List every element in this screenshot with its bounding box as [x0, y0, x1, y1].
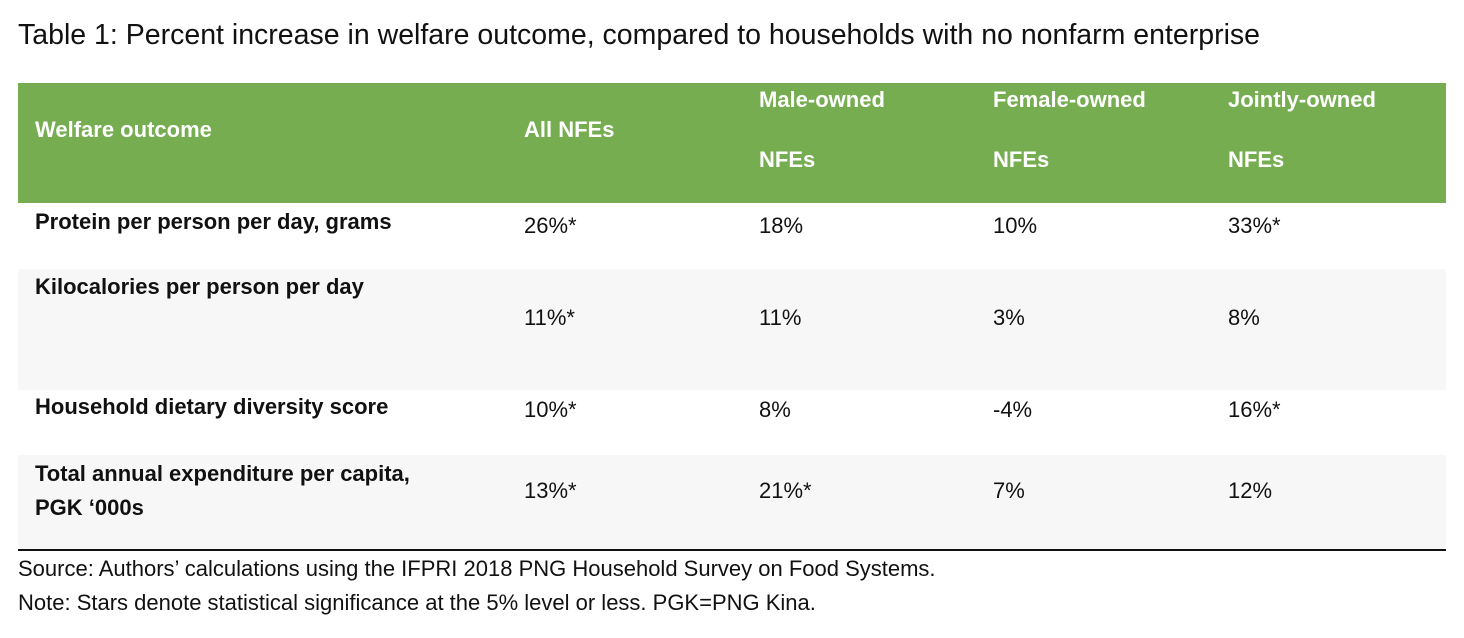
- cell-all-nfes: 26%*: [524, 213, 577, 238]
- header-welfare-outcome: Welfare outcome: [35, 117, 212, 142]
- table-bottom-rule: [18, 549, 1446, 551]
- row-label: Household dietary diversity score: [35, 394, 389, 419]
- header-female-owned-line2: NFEs: [993, 147, 1050, 172]
- cell-female-owned: 10%: [993, 213, 1038, 238]
- header-male-owned-line1: Male-owned: [759, 87, 885, 112]
- table-row: Protein per person per day, grams 26%* 1…: [18, 203, 1446, 269]
- cell-female-owned: -4%: [993, 397, 1033, 422]
- header-jointly-owned-line2: NFEs: [1228, 147, 1285, 172]
- header-all-nfes: All NFEs: [524, 117, 615, 142]
- header-female-owned-line1: Female-owned: [993, 87, 1146, 112]
- cell-female-owned: 7%: [993, 478, 1025, 503]
- welfare-table: Welfare outcome All NFEs Male-owned NFEs…: [18, 83, 1446, 551]
- row-label-line2: PGK ‘000s: [35, 495, 144, 520]
- significance-note: Note: Stars denote statistical significa…: [18, 590, 816, 615]
- row-label: Kilocalories per person per day: [35, 274, 364, 299]
- cell-male-owned: 8%: [759, 397, 791, 422]
- cell-all-nfes: 11%*: [524, 305, 575, 330]
- cell-all-nfes: 10%*: [524, 397, 577, 422]
- table-notes: Source: Authors’ calculations using the …: [18, 552, 936, 620]
- table-row: Kilocalories per person per day 11%* 11%…: [18, 269, 1446, 390]
- row-label: Total annual expenditure per capita,: [35, 461, 410, 486]
- table-row: Total annual expenditure per capita, PGK…: [18, 455, 1446, 551]
- source-note: Source: Authors’ calculations using the …: [18, 556, 936, 581]
- cell-jointly-owned: 33%*: [1228, 213, 1281, 238]
- table-row: Household dietary diversity score 10%* 8…: [18, 390, 1446, 455]
- cell-all-nfes: 13%*: [524, 478, 577, 503]
- cell-jointly-owned: 12%: [1228, 478, 1273, 503]
- cell-male-owned: 18%: [759, 213, 804, 238]
- cell-male-owned: 11%: [759, 305, 802, 330]
- header-jointly-owned-line1: Jointly-owned: [1228, 87, 1376, 112]
- cell-female-owned: 3%: [993, 305, 1025, 330]
- cell-male-owned: 21%*: [759, 478, 812, 503]
- table-caption: Table 1: Percent increase in welfare out…: [18, 19, 1261, 51]
- header-male-owned-line2: NFEs: [759, 147, 816, 172]
- cell-jointly-owned: 16%*: [1228, 397, 1281, 422]
- table-header: Welfare outcome All NFEs Male-owned NFEs…: [18, 83, 1446, 203]
- cell-jointly-owned: 8%: [1228, 305, 1260, 330]
- row-label: Protein per person per day, grams: [35, 209, 392, 234]
